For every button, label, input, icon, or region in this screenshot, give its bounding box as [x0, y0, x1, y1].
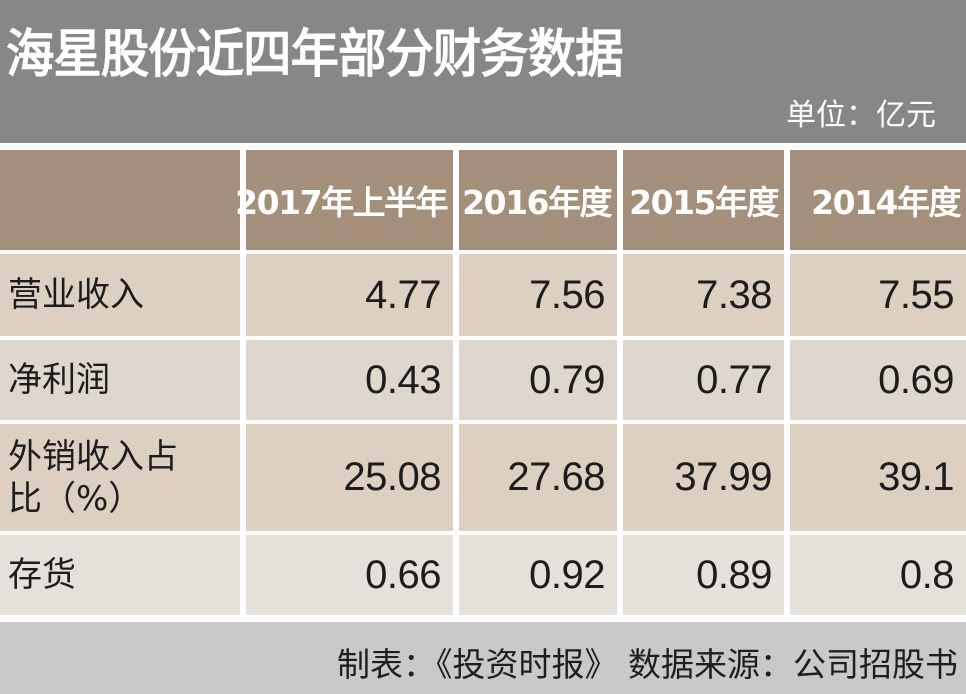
page-title: 海星股份近四年部分财务数据: [6, 25, 624, 85]
table-row: 存货 0.66 0.92 0.89 0.8: [0, 535, 966, 615]
table-row: 营业收入 4.77 7.56 7.38 7.55: [0, 254, 966, 336]
header-cell-2014: 2014年度: [790, 150, 966, 250]
source-credit: 制表：《投资时报》 数据来源：公司招股书: [337, 645, 958, 684]
value-cell: 25.08: [246, 424, 453, 531]
value-cell: 37.99: [623, 424, 784, 531]
unit-label: 单位：亿元: [786, 98, 936, 133]
row-label: 营业收入: [0, 254, 240, 336]
row-label: 存货: [0, 535, 240, 615]
value-cell: 7.55: [790, 254, 966, 336]
row-label-line1: 外销收入占: [8, 436, 178, 477]
value-cell: 4.77: [246, 254, 453, 336]
value-cell: 7.38: [623, 254, 784, 336]
value-cell: 39.1: [790, 424, 966, 531]
table-header-row: 2017年上半年 2016年度 2015年度 2014年度: [0, 150, 966, 250]
value-cell: 27.68: [459, 424, 617, 531]
header-cell-empty: [0, 150, 240, 250]
table-row: 净利润 0.43 0.79 0.77 0.69: [0, 340, 966, 420]
value-cell: 0.92: [459, 535, 617, 615]
value-cell: 0.89: [623, 535, 784, 615]
header-cell-2017h1: 2017年上半年: [235, 150, 453, 250]
title-band: 海星股份近四年部分财务数据 单位：亿元: [0, 0, 966, 143]
value-cell: 0.43: [246, 340, 453, 420]
value-cell: 0.77: [623, 340, 784, 420]
row-label: 净利润: [0, 340, 240, 420]
footer-band: 制表：《投资时报》 数据来源：公司招股书: [0, 622, 966, 694]
value-cell: 0.69: [790, 340, 966, 420]
header-cell-2015: 2015年度: [623, 150, 784, 250]
value-cell: 0.8: [790, 535, 966, 615]
header-cell-2016: 2016年度: [459, 150, 617, 250]
value-cell: 0.79: [459, 340, 617, 420]
row-label: 外销收入占 比（%）: [0, 424, 240, 531]
table-row: 外销收入占 比（%） 25.08 27.68 37.99 39.1: [0, 424, 966, 531]
value-cell: 0.66: [246, 535, 453, 615]
value-cell: 7.56: [459, 254, 617, 336]
row-label-line2: 比（%）: [8, 478, 143, 519]
